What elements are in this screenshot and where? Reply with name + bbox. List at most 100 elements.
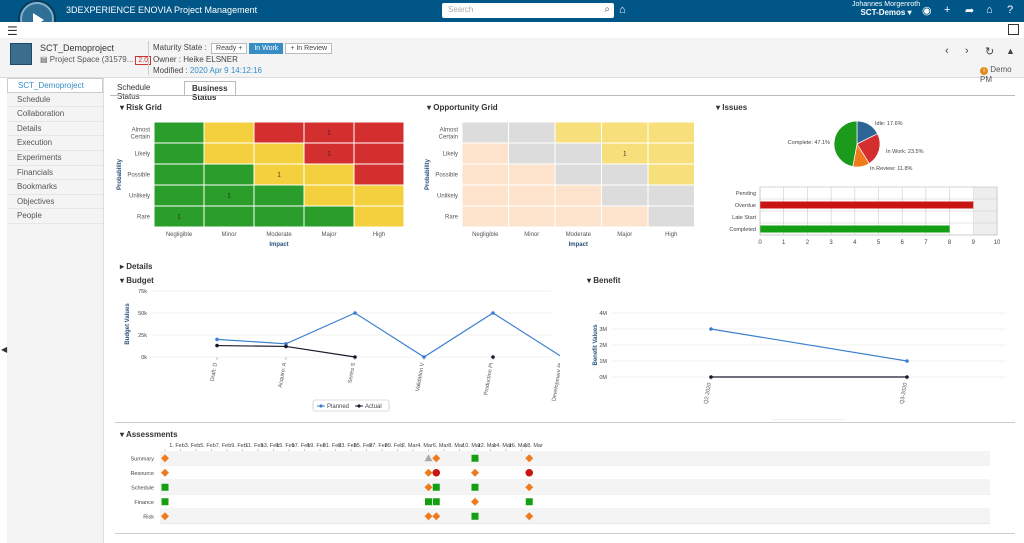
- x-tick-label: 1: [782, 240, 786, 246]
- slice-label: Idle: 17.6%: [875, 121, 903, 127]
- x-tick-label: Major: [617, 232, 632, 238]
- x-tick-label: 7: [924, 240, 928, 246]
- row-label: Schedule: [131, 485, 154, 491]
- grid-cell: [461, 184, 509, 207]
- row-label: Risk: [143, 514, 154, 520]
- x-tick-label: 10: [994, 240, 1001, 246]
- grid-cell: [203, 205, 255, 228]
- grid-cell: [554, 163, 602, 186]
- marker-diamond: [525, 454, 534, 463]
- grid-cell: [303, 205, 355, 228]
- profile-icon[interactable]: ◉: [922, 5, 932, 17]
- y-tick-label: 1M: [599, 359, 607, 365]
- refresh-icon[interactable]: ↻: [985, 46, 995, 58]
- tag-icon[interactable]: ⌂: [619, 4, 626, 16]
- search-input[interactable]: Search ⌕: [442, 3, 614, 18]
- sidebar-item-experiments[interactable]: Experiments: [7, 151, 103, 166]
- x-tick-label: Acquire: A: [278, 362, 288, 388]
- sidebar-item-bookmarks[interactable]: Bookmarks: [7, 180, 103, 195]
- x-tick-label: 12. Mar: [478, 443, 497, 449]
- budget-title[interactable]: ▾ Budget: [120, 276, 154, 285]
- state-inreview-button[interactable]: + In Review: [285, 43, 333, 54]
- state-inwork-button[interactable]: In Work: [249, 43, 284, 54]
- next-icon[interactable]: ›: [965, 45, 969, 57]
- row-band: [160, 451, 990, 466]
- assessments-title[interactable]: ▾ Assessments: [120, 430, 178, 439]
- grid-cell: [554, 184, 602, 207]
- x-tick-label: 6. Mar: [433, 443, 449, 449]
- marker-diamond: [471, 497, 479, 506]
- x-tick-label: 15. Feb: [276, 443, 295, 449]
- legend-marker: [319, 404, 323, 408]
- issues-bar-chart: 0 1 2 3 4 5 6 7 8 9 10 Pending Overdue Late Start Comp…: [729, 186, 1001, 246]
- tab-schedule-status[interactable]: Schedule Status: [117, 83, 151, 101]
- home-icon[interactable]: ⌂: [986, 4, 993, 16]
- risk-grid-title[interactable]: ▾ Risk Grid: [120, 103, 162, 112]
- issues-title[interactable]: ▾ Issues: [716, 103, 748, 112]
- y-tick-label: 75k: [138, 289, 147, 295]
- x-axis-label: Impact: [569, 242, 588, 248]
- y-tick-label: Late Start: [732, 215, 756, 221]
- x-tick-label: 8. Mar: [448, 443, 464, 449]
- details-title[interactable]: ▸ Details: [120, 262, 153, 271]
- legend-label: Actual: [365, 404, 382, 410]
- marker-diamond: [161, 454, 169, 463]
- sidebar-item-details[interactable]: Details: [7, 122, 103, 137]
- x-tick-label: Moderate: [566, 232, 592, 238]
- sidebar-item-financials[interactable]: Financials: [7, 166, 103, 181]
- collapse-sidebar-icon[interactable]: ◀: [1, 345, 8, 354]
- grid-cell: [153, 163, 205, 186]
- collapse-header-icon[interactable]: ▲: [1006, 46, 1015, 56]
- cell-value: 1: [623, 152, 627, 158]
- x-tick-label: Draft: D: [210, 362, 219, 382]
- state-ready-button[interactable]: Ready +: [211, 43, 248, 54]
- sub-bar: [0, 22, 1024, 38]
- row-label: Finance: [134, 500, 154, 506]
- x-tick-label: Validation V: [415, 362, 426, 392]
- data-point: [422, 355, 426, 359]
- data-point: [905, 375, 909, 379]
- grid-cell: [153, 142, 205, 165]
- row-band: [160, 465, 990, 480]
- x-tick-label: 14. Mar: [493, 443, 512, 449]
- x-tick-label: 0: [758, 240, 762, 246]
- bar: [760, 201, 974, 209]
- sidebar-item-project[interactable]: SCT_Demoproject: [7, 78, 103, 93]
- tab-business-status[interactable]: Business Status: [184, 81, 236, 102]
- sidebar-item-objectives[interactable]: Objectives: [7, 195, 103, 210]
- slice-label: In Review: 11.8%: [870, 166, 913, 172]
- x-tick-label: 29. Feb: [385, 443, 404, 449]
- sidebar-item-people[interactable]: People: [7, 209, 103, 224]
- grid-cell: [353, 121, 405, 144]
- add-icon[interactable]: +: [944, 4, 951, 16]
- y-tick-label: Rare: [137, 215, 151, 221]
- cell-value: 1: [327, 131, 331, 137]
- grid-cell: [508, 121, 556, 144]
- opportunity-grid-title[interactable]: ▾ Opportunity Grid: [427, 103, 498, 112]
- y-tick-label: 25k: [138, 333, 147, 339]
- menu-icon[interactable]: ☰: [7, 24, 18, 38]
- cell-value: 1: [227, 194, 231, 200]
- grid-cell: [203, 121, 255, 144]
- benefit-title[interactable]: ▾ Benefit: [587, 276, 621, 285]
- x-tick-label: 17. Feb: [292, 443, 311, 449]
- x-tick-label: 1. Feb: [169, 443, 185, 449]
- grid-cell: [353, 163, 405, 186]
- sidebar-item-schedule[interactable]: Schedule: [7, 93, 103, 108]
- search-icon[interactable]: ⌕: [604, 4, 610, 15]
- sidebar-item-execution[interactable]: Execution: [7, 136, 103, 151]
- panel-toggle-icon[interactable]: [1008, 24, 1019, 35]
- marker-square: [425, 498, 432, 506]
- y-tick-label: Almost: [132, 128, 151, 134]
- user-menu[interactable]: Johannes Morgenroth SCT-Demos ▾: [852, 1, 921, 17]
- app-title: 3DEXPERIENCE ENOVIA Project Management: [66, 5, 258, 15]
- share-icon[interactable]: ➦: [965, 5, 975, 17]
- grid-cell: [303, 184, 355, 207]
- y-tick-label: 2M: [599, 343, 607, 349]
- issues-pie-chart: Idle: 17.6% In Work: 23.5% In Review: 11.8…: [788, 120, 924, 172]
- help-icon[interactable]: ?: [1007, 4, 1014, 16]
- legend-label: Planned: [327, 404, 349, 410]
- prev-icon[interactable]: ‹: [945, 45, 949, 57]
- sidebar-item-collaboration[interactable]: Collaboration: [7, 107, 103, 122]
